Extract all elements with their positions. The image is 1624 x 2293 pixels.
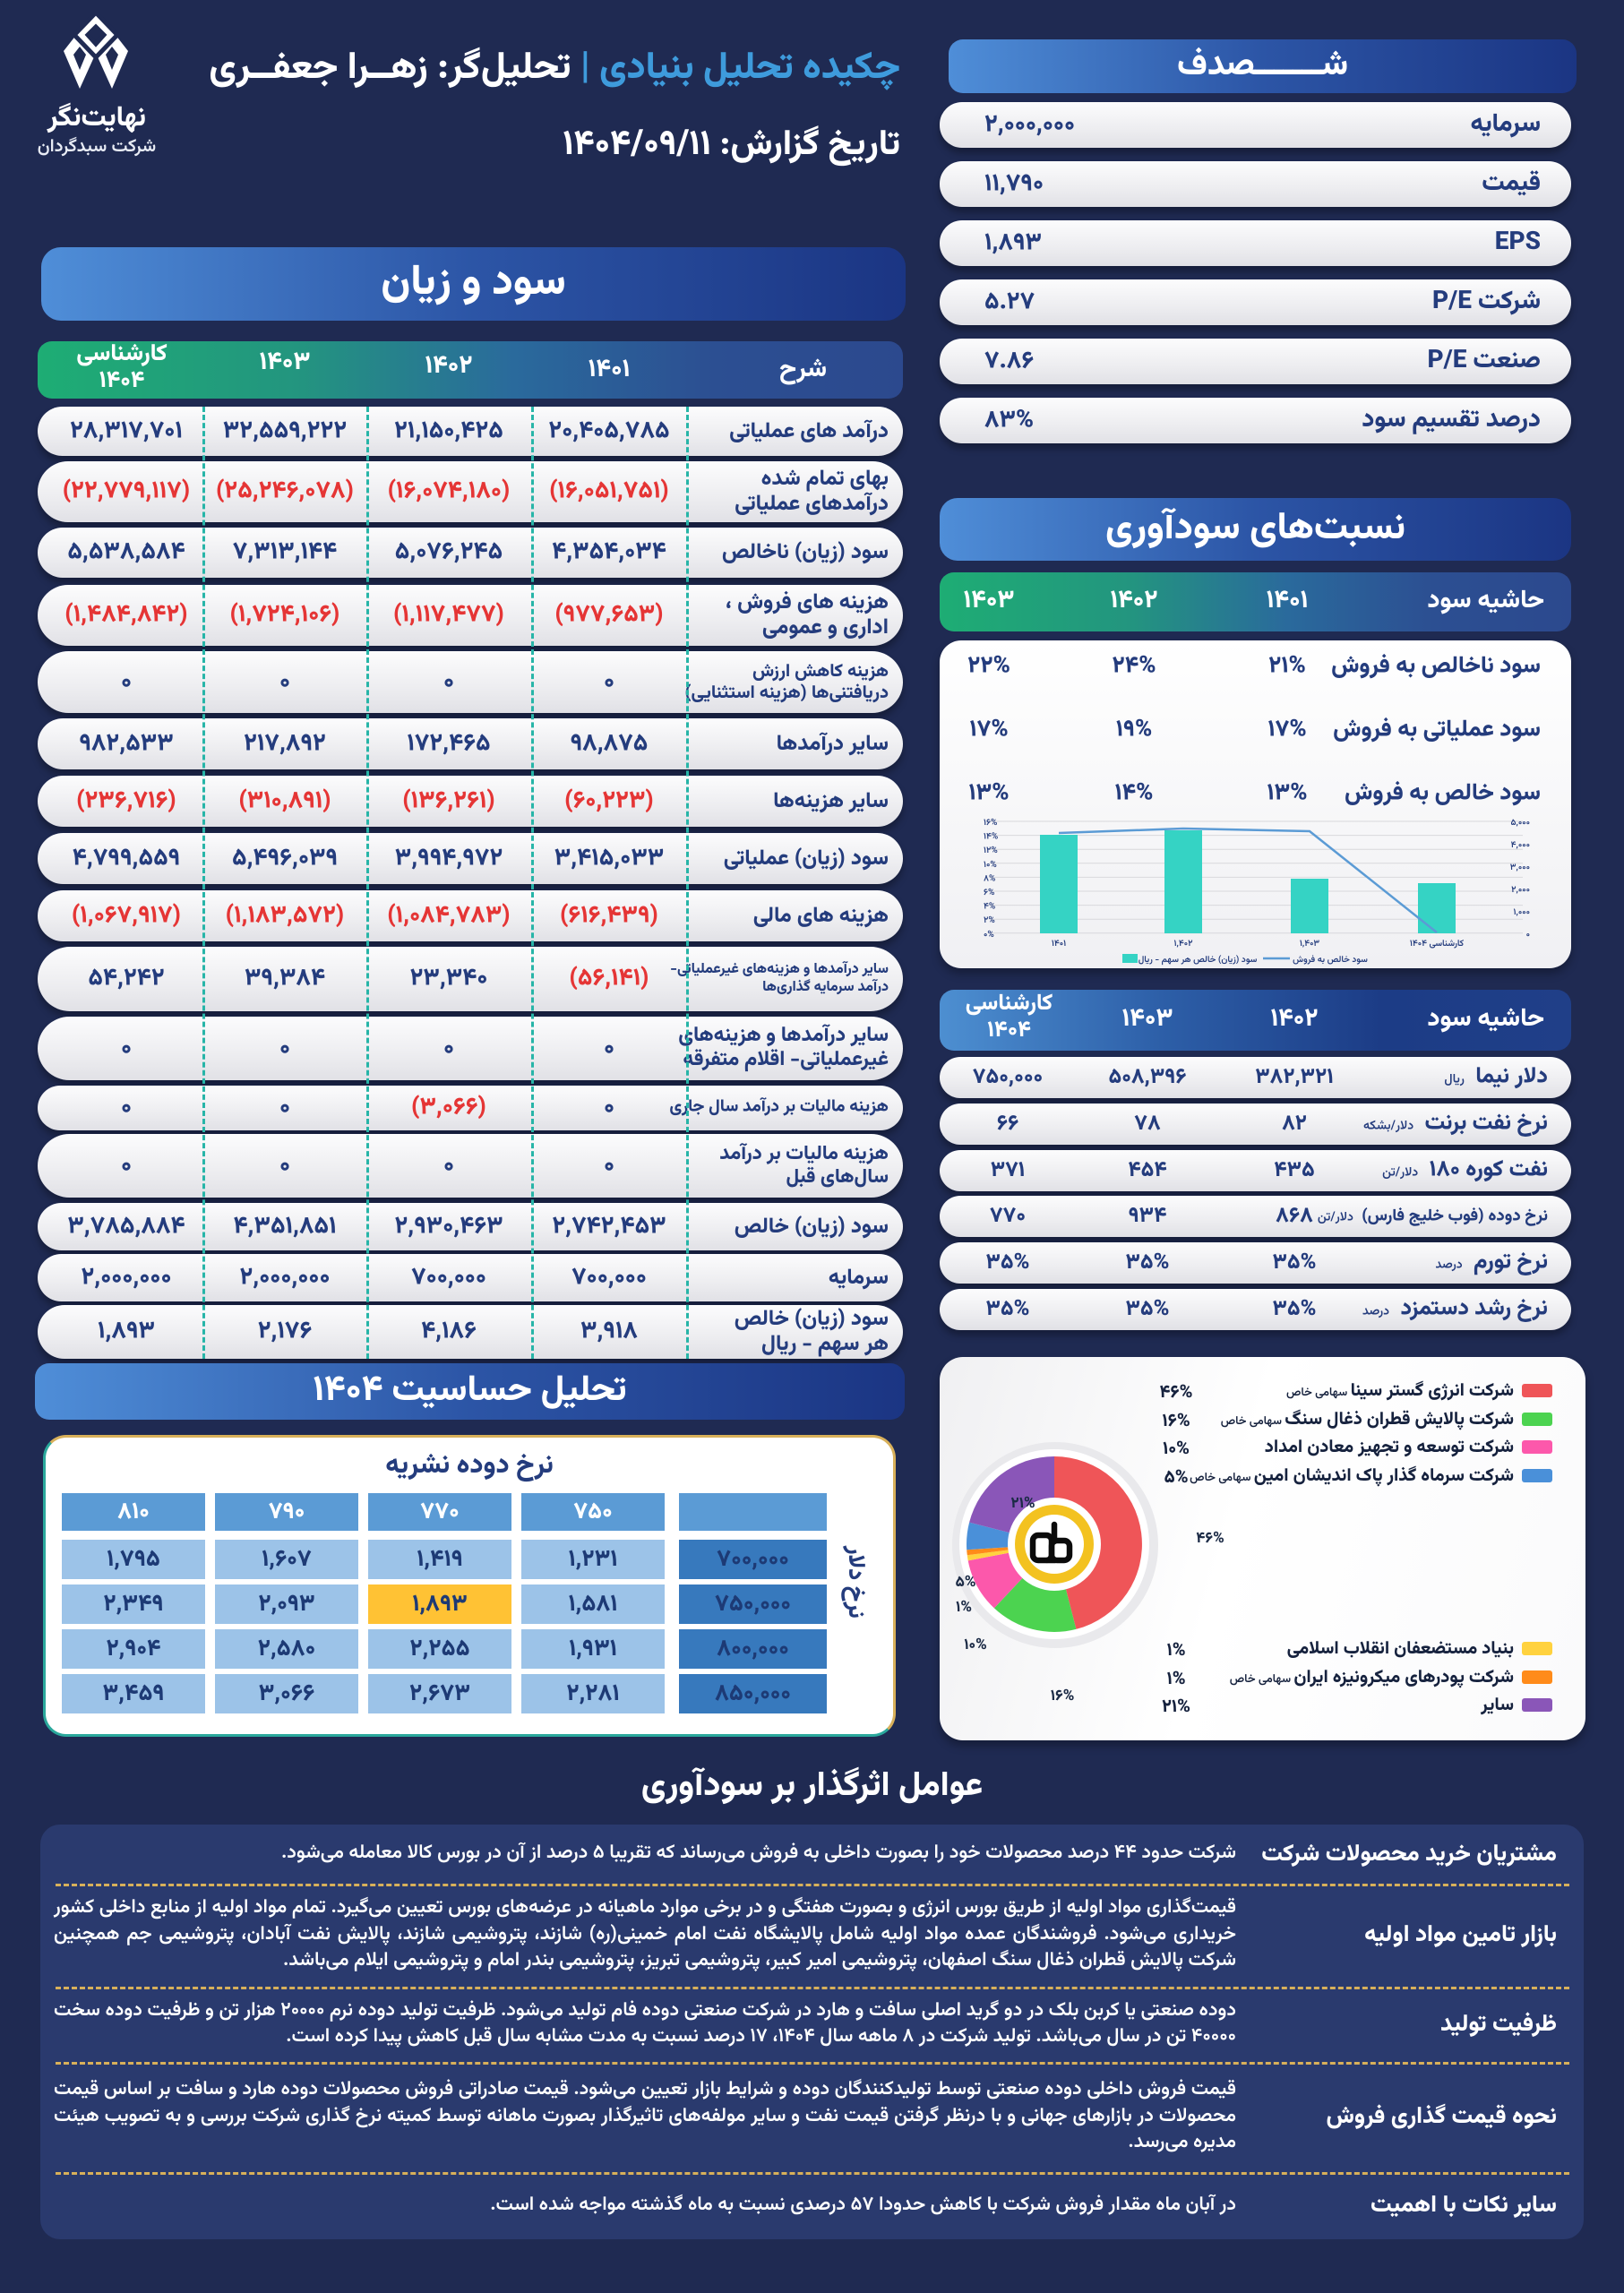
svg-text:۰: ۰ (1526, 929, 1530, 942)
svg-text:کارشناسی ۱۴۰۴: کارشناسی ۱۴۰۴ (1410, 938, 1465, 951)
svg-text:۱۴۰۱: ۱۴۰۱ (1052, 938, 1066, 951)
svg-text:۴%: ۴% (984, 901, 995, 915)
svg-text:۰%: ۰% (984, 929, 994, 942)
svg-text:سود خالص به فروش: سود خالص به فروش (1293, 954, 1368, 966)
svg-text:۸%: ۸% (984, 872, 995, 886)
svg-text:۳,۰۰۰: ۳,۰۰۰ (1510, 862, 1530, 875)
svg-text:سود (زیان) خالص هر سهم - ریال: سود (زیان) خالص هر سهم - ریال (1139, 954, 1258, 966)
svg-text:۴,۰۰۰: ۴,۰۰۰ (1511, 839, 1530, 853)
svg-text:۲,۰۰۰: ۲,۰۰۰ (1511, 884, 1530, 897)
svg-text:۲%: ۲% (984, 915, 995, 928)
svg-text:۶%: ۶% (984, 887, 994, 900)
svg-text:۱۴%: ۱۴% (984, 831, 998, 845)
svg-text:۱,۴۰۳: ۱,۴۰۳ (1300, 938, 1320, 951)
svg-text:۱۶%: ۱۶% (984, 817, 997, 830)
svg-text:۱۲%: ۱۲% (984, 845, 998, 858)
svg-text:۱,۴۰۲: ۱,۴۰۲ (1173, 938, 1192, 951)
svg-text:۵,۰۰۰: ۵,۰۰۰ (1510, 817, 1530, 830)
svg-text:۱۰%: ۱۰% (984, 859, 997, 872)
svg-text:۱,۰۰۰: ۱,۰۰۰ (1514, 906, 1531, 920)
